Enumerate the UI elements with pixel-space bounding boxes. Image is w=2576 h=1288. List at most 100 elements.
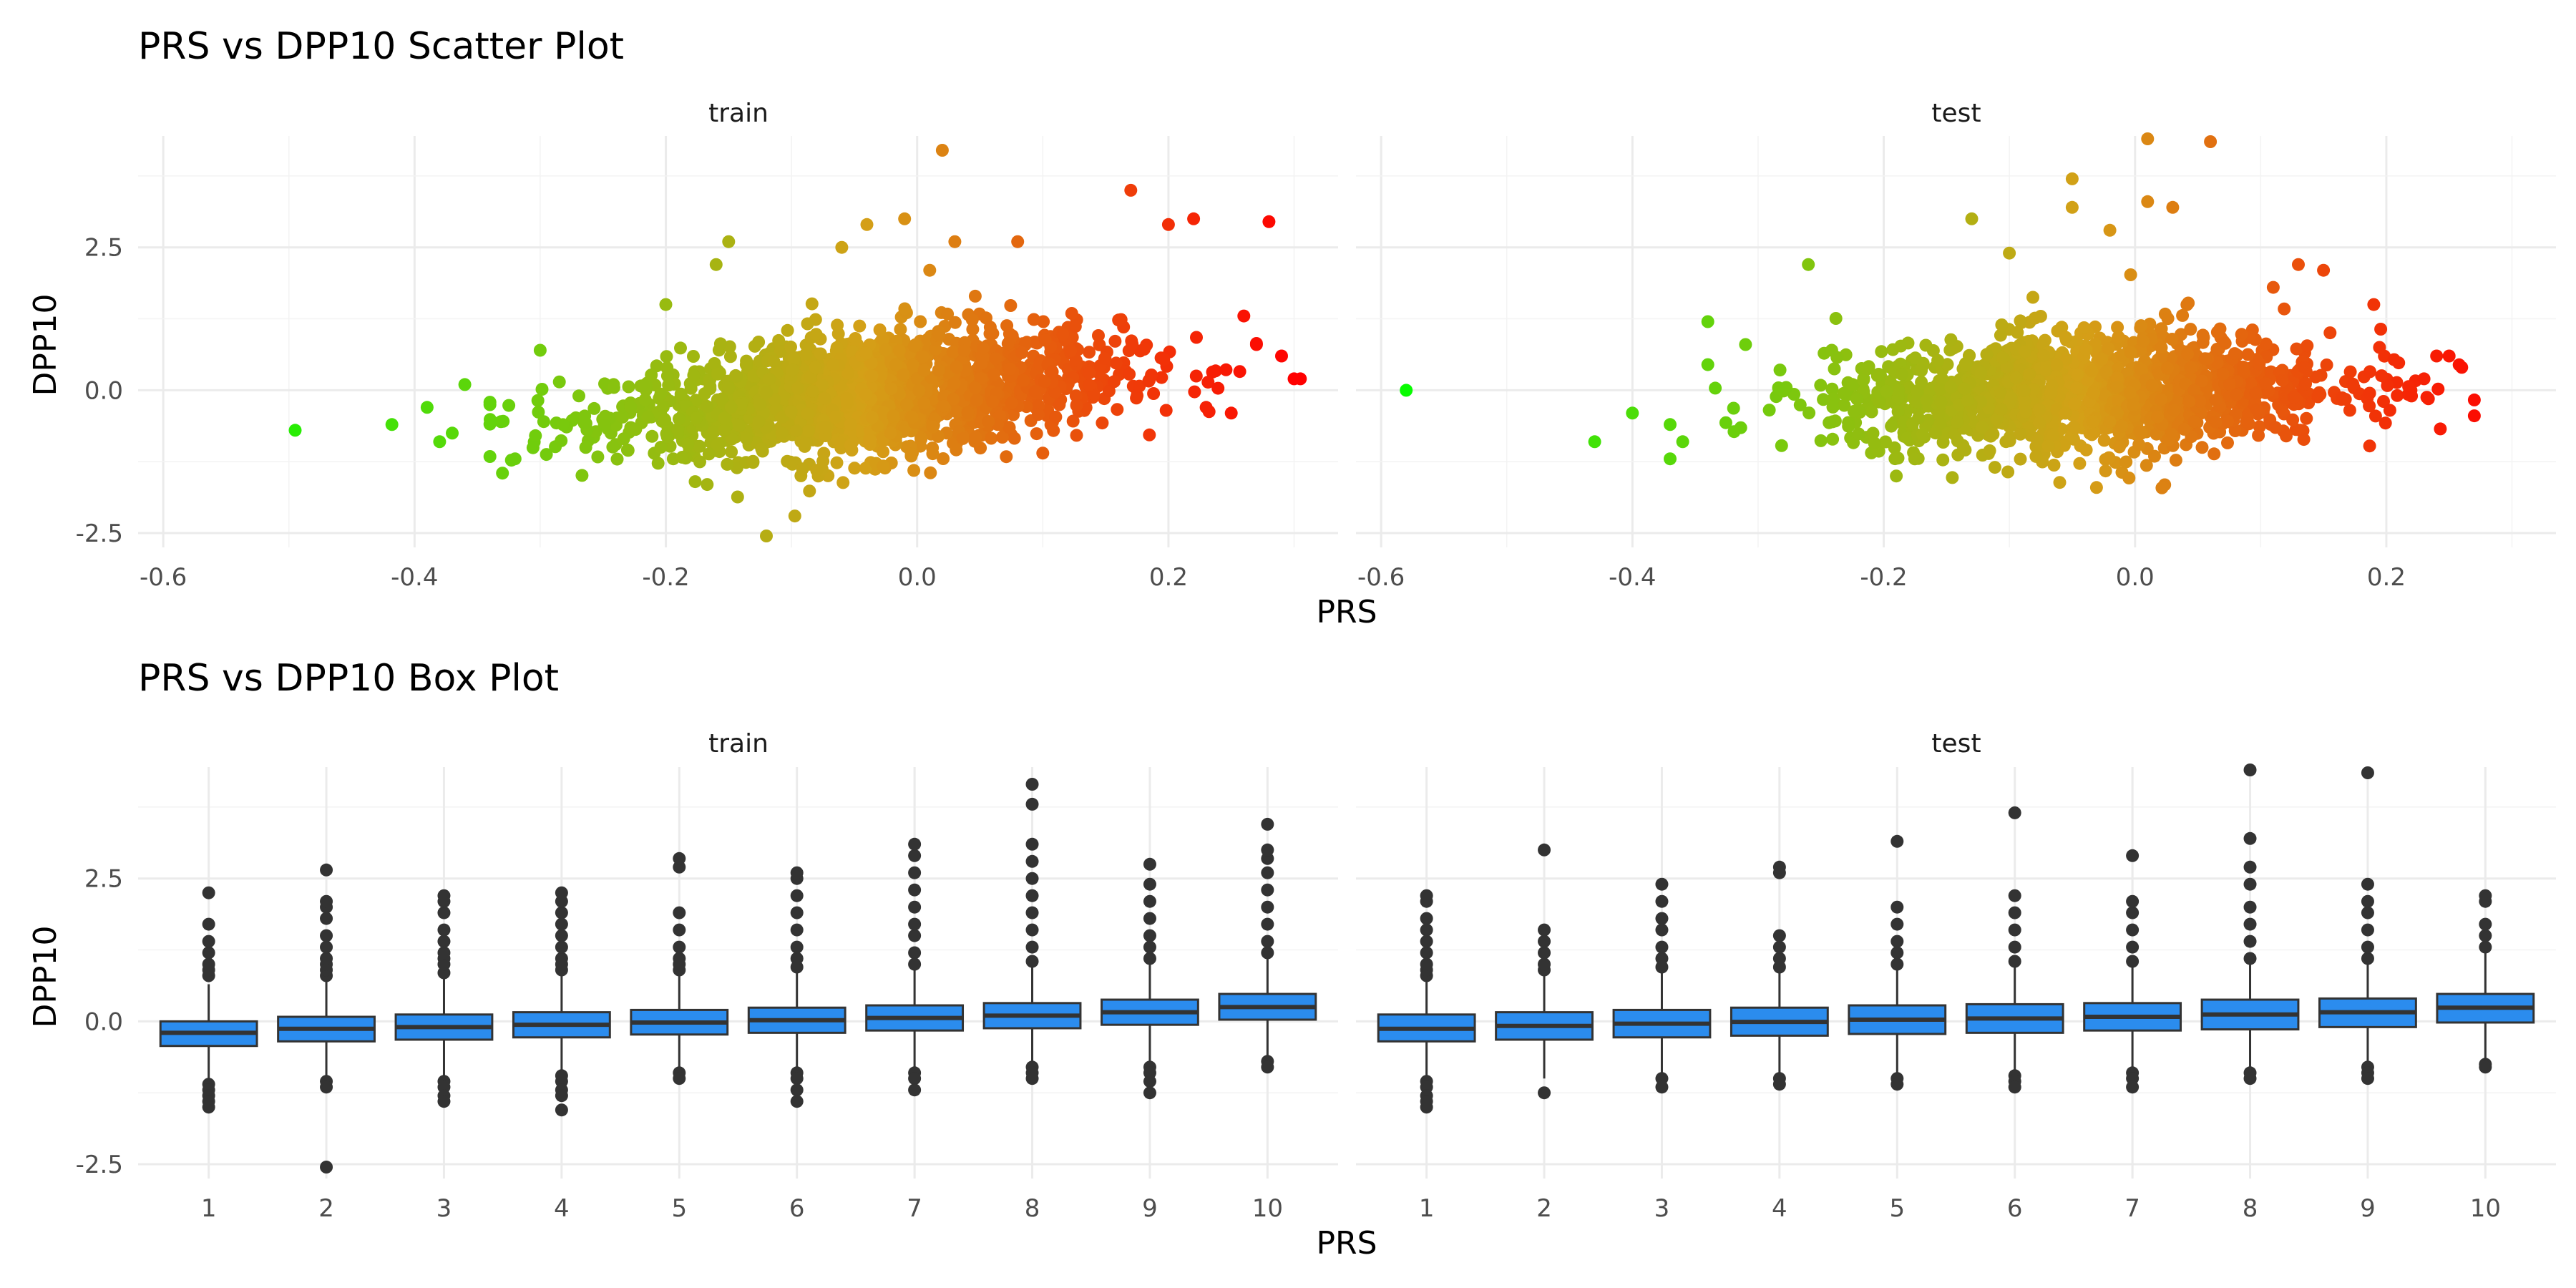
scatter-cloud-point — [2228, 347, 2241, 361]
box-outlier — [2243, 877, 2257, 891]
box-grid-train — [138, 767, 1338, 1179]
box-outlier — [1143, 857, 1156, 871]
scatter-cloud-point — [1983, 444, 1996, 457]
scatter-cloud-point — [1868, 436, 1881, 450]
box-outlier — [790, 923, 804, 937]
scatter-cloud-point — [859, 462, 872, 475]
scatter-cloud-point — [654, 441, 668, 454]
scatter-cloud-point — [2103, 415, 2117, 429]
scatter-point — [1224, 406, 1238, 420]
scatter-cloud-point — [826, 358, 840, 371]
scatter-cloud-point — [2119, 455, 2133, 469]
scatter-point — [288, 424, 302, 437]
scatter-cloud-point — [784, 340, 797, 353]
scatter-cloud-point — [656, 400, 670, 414]
scatter-cloud-point — [532, 405, 545, 419]
scatter-point — [2065, 200, 2079, 214]
box-outlier — [2008, 940, 2021, 954]
scatter-x-tick-label: 0.2 — [2367, 563, 2406, 592]
scatter-cloud-point — [760, 386, 774, 399]
scatter-cloud-point — [2297, 433, 2311, 447]
scatter-cloud-point — [2290, 342, 2303, 356]
scatter-cloud-point — [698, 387, 711, 401]
scatter-point — [1739, 338, 1752, 351]
scatter-cloud-point — [2140, 459, 2153, 472]
scatter-cloud-point — [724, 401, 738, 414]
scatter-cloud-point — [535, 383, 549, 396]
scatter-cloud-point — [616, 410, 630, 424]
scatter-point — [2442, 349, 2456, 363]
scatter-point — [2417, 372, 2431, 386]
scatter-cloud-point — [1850, 392, 1864, 406]
box-outlier — [673, 1072, 686, 1085]
box-outlier — [437, 889, 451, 902]
box-outlier — [320, 912, 333, 925]
box-outlier — [202, 957, 215, 971]
scatter-cloud-point — [1773, 364, 1787, 377]
scatter-cloud-point — [802, 424, 815, 438]
scatter-cloud-point — [2179, 377, 2192, 391]
scatter-cloud-point — [2023, 367, 2036, 381]
scatter-cloud-point — [877, 459, 890, 473]
scatter-cloud-point — [937, 452, 950, 465]
scatter-point — [2266, 280, 2280, 294]
box-outlier — [790, 866, 804, 879]
box-chart: PRS vs DPP10 Box Plot train test -2.5 0.0… — [27, 657, 2556, 1262]
scatter-cloud-point — [2320, 358, 2333, 371]
scatter-cloud-point — [1946, 471, 1959, 484]
scatter-cloud-point — [2309, 370, 2323, 384]
scatter-cloud-point — [917, 364, 931, 377]
scatter-cloud-point — [864, 356, 878, 370]
box-outlier — [908, 1083, 922, 1097]
box-9 — [1101, 857, 1199, 1100]
scatter-cloud-point — [1056, 328, 1070, 341]
box-outlier — [1025, 955, 1039, 968]
scatter-cloud-point — [2155, 393, 2167, 406]
scatter-cloud-point — [898, 302, 912, 316]
box-7 — [865, 837, 965, 1097]
box-outlier — [908, 883, 922, 897]
scatter-cloud-point — [713, 337, 727, 351]
scatter-cloud-point — [2184, 361, 2197, 374]
scatter-cloud-point — [1092, 329, 1105, 342]
scatter-cloud-point — [2151, 410, 2165, 424]
scatter-cloud-point — [865, 369, 879, 383]
scatter-cloud-point — [786, 363, 799, 376]
scatter-cloud-point — [2124, 346, 2137, 359]
scatter-cloud-point — [1861, 362, 1875, 376]
scatter-cloud-point — [801, 407, 814, 421]
scatter-cloud-point — [904, 447, 918, 460]
scatter-cloud-point — [1920, 394, 1933, 407]
box-outlier — [555, 940, 568, 954]
scatter-cloud-point — [711, 367, 724, 381]
scatter-cloud-point — [914, 432, 928, 446]
scatter-point — [935, 144, 949, 157]
scatter-cloud-point — [2033, 416, 2046, 429]
scatter-cloud-point — [1814, 434, 1828, 447]
scatter-cloud-point — [1027, 313, 1040, 326]
scatter-cloud-point — [1980, 348, 1994, 361]
scatter-cloud-point — [1137, 343, 1151, 356]
scatter-cloud-point — [937, 399, 950, 413]
scatter-cloud-point — [941, 307, 955, 321]
scatter-point — [1249, 338, 1263, 351]
scatter-cloud-point — [2122, 472, 2136, 484]
scatter-cloud-point — [1865, 405, 1878, 419]
box-outlier — [555, 1089, 568, 1103]
box-10 — [1218, 817, 1317, 1074]
scatter-cloud-point — [2242, 417, 2255, 431]
scatter-cloud-point — [2001, 465, 2015, 479]
scatter-point — [2204, 135, 2218, 148]
scatter-point — [1664, 418, 1677, 431]
scatter-cloud-point — [2167, 404, 2181, 417]
scatter-cloud-point — [2300, 411, 2313, 425]
scatter-point — [1701, 315, 1714, 328]
scatter-cloud-point — [540, 448, 553, 462]
scatter-cloud-point — [905, 411, 919, 424]
scatter-cloud-point — [725, 445, 738, 459]
scatter-cloud-point — [2363, 365, 2376, 379]
scatter-cloud-point — [2221, 436, 2234, 449]
scatter-chart: PRS vs DPP10 Scatter Plot train test -2.… — [27, 25, 2556, 630]
scatter-cloud-point — [917, 396, 931, 410]
scatter-cloud-point — [1111, 403, 1124, 416]
